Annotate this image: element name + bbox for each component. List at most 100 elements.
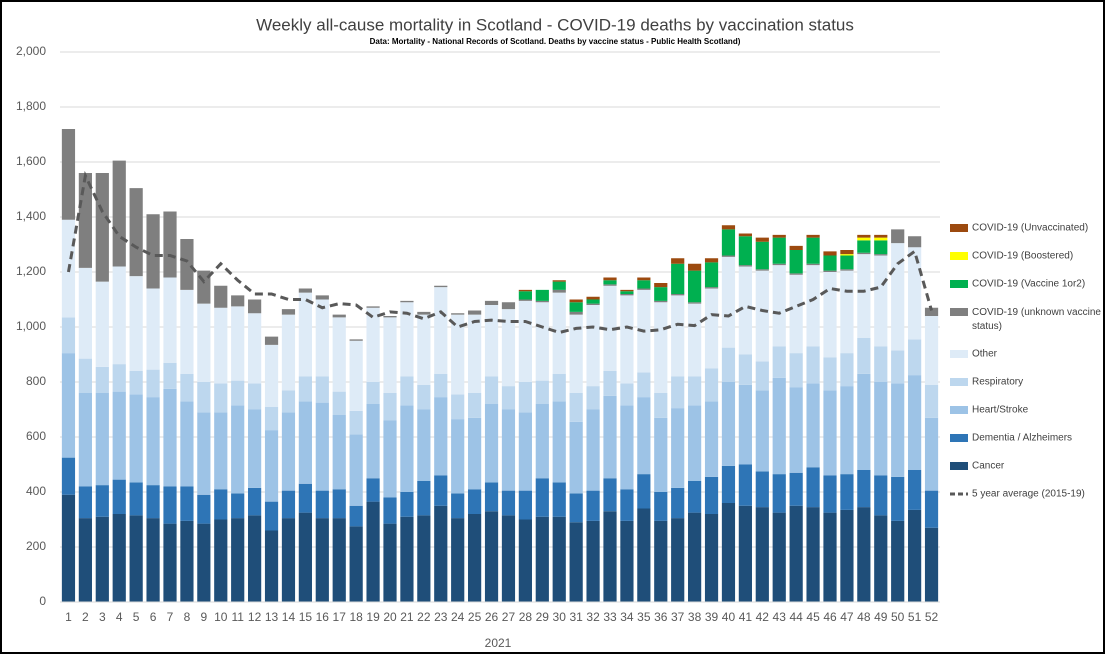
bar-segment bbox=[129, 276, 143, 371]
bar-segment bbox=[620, 489, 634, 521]
bar-segment bbox=[755, 361, 769, 391]
bar-segment bbox=[315, 402, 329, 491]
bar-segment bbox=[840, 509, 854, 602]
bar-segment bbox=[840, 269, 854, 271]
bar-segment bbox=[129, 188, 143, 277]
bar-segment bbox=[569, 299, 583, 303]
bar-segment bbox=[823, 475, 837, 513]
bar-segment bbox=[806, 346, 820, 384]
bar-segment bbox=[264, 336, 279, 345]
bar-segment bbox=[924, 307, 939, 316]
bar-segment bbox=[874, 382, 888, 476]
bar-segment bbox=[806, 467, 820, 508]
bar-segment bbox=[332, 317, 346, 392]
x-tick-label: 14 bbox=[282, 610, 296, 624]
bar-segment bbox=[924, 417, 939, 491]
legend-label: 5 year average (2015-19) bbox=[972, 489, 1085, 500]
bar-segment bbox=[620, 405, 634, 490]
x-tick-label: 20 bbox=[383, 610, 397, 624]
x-tick-label: 26 bbox=[485, 610, 499, 624]
bar-segment bbox=[501, 490, 516, 516]
y-tick-label: 1,800 bbox=[16, 99, 46, 113]
bar-segment bbox=[501, 409, 516, 491]
legend-label: COVID-19 (Vaccine 1or2) bbox=[972, 279, 1085, 290]
bar-segment bbox=[214, 285, 228, 308]
bar-segment bbox=[620, 383, 634, 406]
bar-segment bbox=[755, 270, 769, 362]
bar-segment bbox=[671, 408, 685, 488]
chart-subtitle: Data: Mortality - National Records of Sc… bbox=[370, 37, 741, 46]
bar-segment bbox=[315, 490, 329, 519]
bar-segment bbox=[823, 390, 837, 476]
bar-segment bbox=[468, 514, 482, 602]
bar-segment bbox=[823, 270, 837, 272]
x-tick-label: 28 bbox=[519, 610, 533, 624]
bar-segment bbox=[738, 265, 752, 267]
bar-segment bbox=[315, 295, 329, 300]
x-tick-label: 7 bbox=[167, 610, 174, 624]
x-tick-label: 11 bbox=[231, 610, 244, 624]
bar-segment bbox=[484, 376, 499, 404]
x-tick-label: 21 bbox=[400, 610, 414, 624]
bar-segment bbox=[518, 412, 532, 491]
bar-segment bbox=[908, 339, 922, 376]
bar-segment bbox=[789, 353, 803, 388]
x-tick-label: 35 bbox=[637, 610, 651, 624]
bar-segment bbox=[298, 483, 312, 513]
bar-segment bbox=[214, 489, 228, 520]
bar-segment bbox=[298, 401, 312, 484]
bar-segment bbox=[298, 288, 312, 293]
bar-segment bbox=[857, 237, 871, 241]
bar-segment bbox=[214, 307, 228, 384]
bar-segment bbox=[552, 292, 566, 374]
bar-segment bbox=[637, 280, 651, 289]
bar-segment bbox=[891, 476, 905, 521]
bar-segment bbox=[163, 362, 177, 389]
bar-segment bbox=[518, 300, 532, 382]
y-tick-label: 1,400 bbox=[16, 209, 46, 223]
bar-segment bbox=[755, 269, 769, 271]
bar-segment bbox=[688, 303, 702, 377]
bar-segment bbox=[552, 289, 566, 293]
bar-segment bbox=[620, 291, 634, 294]
bar-segment bbox=[231, 306, 245, 381]
bar-segment bbox=[112, 479, 126, 514]
bar-segment bbox=[738, 505, 752, 602]
bar-segment bbox=[637, 372, 651, 398]
bar-segment bbox=[197, 382, 211, 413]
bar-segment bbox=[603, 280, 617, 285]
bar-segment bbox=[180, 486, 194, 521]
bar-segment bbox=[857, 507, 871, 602]
bar-segment bbox=[924, 527, 939, 602]
bar-segment bbox=[61, 317, 76, 354]
bar-segment bbox=[451, 313, 465, 315]
bar-segment bbox=[823, 272, 837, 358]
bar-segment bbox=[654, 393, 668, 418]
bar-segment bbox=[501, 302, 516, 310]
bar-segment bbox=[383, 317, 397, 393]
bar-segment bbox=[789, 505, 803, 602]
average-line bbox=[66, 170, 933, 335]
bar-segment bbox=[586, 299, 600, 304]
bar-segment bbox=[738, 354, 752, 385]
bar-segment bbox=[315, 299, 329, 377]
bar-segment bbox=[857, 254, 871, 338]
x-tick-label: 38 bbox=[688, 610, 702, 624]
bar-segment bbox=[180, 239, 194, 290]
bar-segment bbox=[654, 492, 668, 521]
legend-label: COVID-19 (unknown vaccine status) bbox=[972, 307, 1101, 332]
bar-segment bbox=[383, 523, 397, 602]
x-tick-label: 52 bbox=[925, 610, 939, 624]
bar-segment bbox=[772, 263, 786, 266]
bar-segment bbox=[603, 284, 617, 286]
bar-segment bbox=[671, 487, 685, 519]
legend-label-line: COVID-19 (unknown vaccine bbox=[972, 307, 1101, 318]
bar-segment bbox=[874, 475, 888, 516]
bar-segment bbox=[671, 294, 685, 296]
bar-segment bbox=[417, 481, 431, 516]
bar-segment bbox=[214, 412, 228, 490]
bar-segment bbox=[264, 406, 279, 431]
bar-segment bbox=[823, 255, 837, 271]
bar-segment bbox=[129, 394, 143, 483]
bar-segment bbox=[231, 493, 245, 519]
